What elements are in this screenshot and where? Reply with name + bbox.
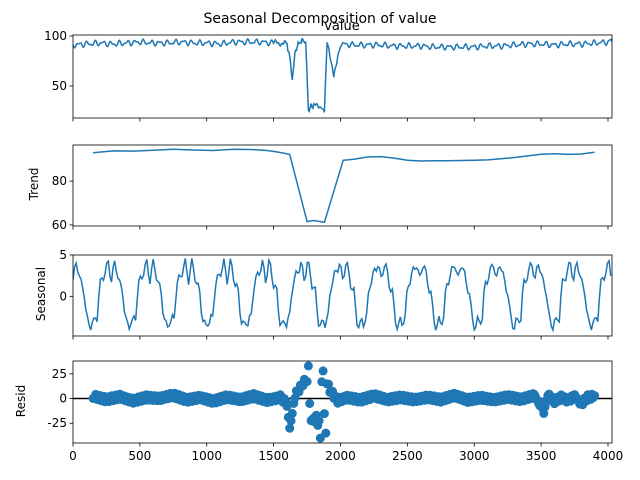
resid-ytick-label: 0 — [59, 392, 67, 406]
resid-xtick-label: 2500 — [392, 449, 423, 463]
seasonal-series-line — [73, 257, 612, 333]
observed-ytick-label: 50 — [52, 79, 67, 93]
trend-series-line — [93, 148, 595, 224]
seasonal-ylabel: Seasonal — [34, 267, 48, 321]
observed-axes-frame — [72, 34, 613, 119]
resid-ytick-label: 25 — [52, 367, 67, 381]
resid-xtick-label: 0 — [69, 449, 77, 463]
resid-point — [319, 409, 329, 419]
resid-xtick-label: 500 — [128, 449, 151, 463]
resid-point — [314, 416, 324, 426]
trend-panel: Trend 60 80 — [27, 144, 613, 232]
observed-ytick-label: 100 — [44, 29, 67, 43]
resid-point — [305, 399, 315, 408]
trend-plot-area — [93, 148, 595, 224]
resid-ylabel: Resid — [14, 385, 28, 417]
resid-point — [318, 366, 328, 376]
trend-axes-frame — [72, 144, 613, 227]
resid-xtick-label: 1500 — [258, 449, 289, 463]
resid-point — [321, 428, 331, 438]
seasonal-ytick-label: 0 — [59, 289, 67, 303]
resid-xtick-label: 3500 — [526, 449, 557, 463]
seasonal-ytick-label: 5 — [59, 248, 67, 262]
trend-ytick-label: 60 — [52, 218, 67, 232]
seasonal-plot-area — [73, 257, 612, 333]
observed-plot-area — [73, 37, 612, 113]
resid-xtick-label: 4000 — [593, 449, 624, 463]
resid-point — [286, 416, 296, 426]
resid-xtick-label: 1000 — [191, 449, 222, 463]
observed-series-line — [73, 37, 612, 113]
observed-panel: value 50 100 — [44, 19, 613, 122]
resid-plot-area — [73, 361, 612, 443]
resid-point — [303, 361, 313, 371]
seasonal-panel: Seasonal 0 5 — [34, 248, 613, 340]
resid-xtick-label: 2000 — [325, 449, 356, 463]
resid-point — [302, 377, 312, 387]
observed-panel-title: value — [324, 19, 360, 34]
resid-point — [324, 379, 333, 389]
trend-ylabel: Trend — [27, 168, 41, 202]
resid-point — [590, 391, 600, 401]
resid-xtick-label: 3000 — [459, 449, 490, 463]
figure-title: Seasonal Decomposition of value — [203, 11, 436, 27]
resid-axes-frame — [72, 360, 613, 444]
resid-point — [287, 408, 297, 418]
resid-point — [285, 423, 295, 433]
seasonal-axes-frame — [72, 254, 613, 337]
resid-ytick-label: -25 — [47, 416, 67, 430]
trend-ytick-label: 80 — [52, 174, 67, 188]
